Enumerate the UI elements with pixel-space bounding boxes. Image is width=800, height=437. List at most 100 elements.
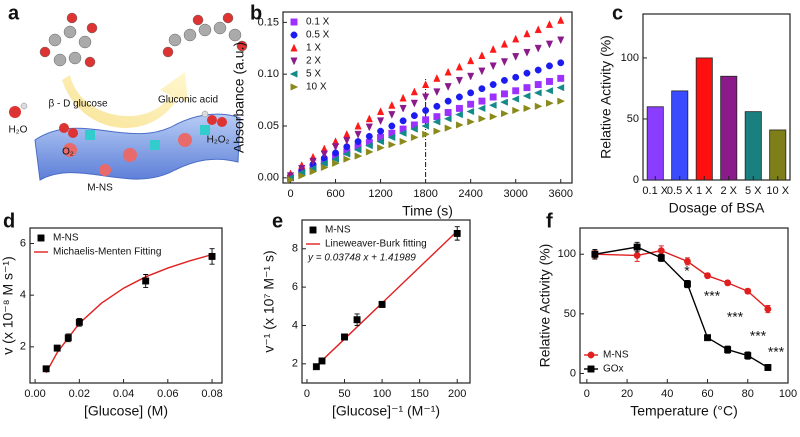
marker xyxy=(353,316,361,324)
x-tick-label: 0.1 X xyxy=(642,185,668,197)
marker xyxy=(365,148,374,156)
marker xyxy=(512,53,520,61)
fit-line xyxy=(45,253,213,374)
x-tick-label: 0 xyxy=(304,388,310,400)
x-tick-label: 0.04 xyxy=(113,388,134,400)
marker xyxy=(387,133,396,141)
legend-marker xyxy=(37,234,45,242)
marker xyxy=(318,357,326,365)
marker xyxy=(489,113,498,121)
x-tick-label: 1800 xyxy=(413,188,437,200)
marker xyxy=(477,104,486,112)
panel-label: d xyxy=(3,210,15,232)
marker xyxy=(546,77,553,85)
x-tick-label: 5 X xyxy=(745,185,762,197)
bar xyxy=(744,111,762,181)
marker xyxy=(533,89,542,97)
marker xyxy=(309,157,317,166)
marker xyxy=(422,93,430,102)
marker xyxy=(704,272,711,280)
marker xyxy=(724,346,732,354)
small-molecules xyxy=(9,102,227,138)
panel-label: a xyxy=(8,2,20,24)
marker xyxy=(75,318,83,326)
marker xyxy=(365,123,373,132)
marker xyxy=(353,146,362,154)
significance-label: *** xyxy=(704,288,721,304)
marker xyxy=(511,95,520,103)
x-tick-label: 0 xyxy=(584,388,590,400)
marker xyxy=(354,138,362,145)
catalyst-label: M-NS xyxy=(87,183,113,194)
marker xyxy=(545,40,554,49)
marker xyxy=(556,84,565,92)
peroxide-label: H₂O₂ xyxy=(207,135,230,146)
oxygen-label: O₂ xyxy=(62,147,74,158)
legend-label: M-NS xyxy=(53,233,79,244)
x-axis-label: [Glucose]⁻¹ (M⁻¹) xyxy=(332,403,440,419)
y-axis-label: Relative Activity (%) xyxy=(537,244,553,368)
legend-label: Michaelis-Menten Fitting xyxy=(53,247,161,258)
x-tick-label: 0.02 xyxy=(69,388,90,400)
marker xyxy=(309,168,318,176)
y-tick-label: 0.00 xyxy=(258,172,279,184)
product-label: Gluconic acid xyxy=(158,95,218,106)
legend-label: 1 X xyxy=(306,43,321,54)
marker xyxy=(467,56,475,65)
marker xyxy=(331,143,340,152)
marker xyxy=(331,155,339,163)
marker xyxy=(489,62,497,71)
marker xyxy=(410,112,418,120)
marker xyxy=(298,172,307,180)
marker xyxy=(399,104,407,113)
marker xyxy=(522,92,531,100)
legend-marker xyxy=(290,18,298,26)
y-tick-label: 6 xyxy=(20,237,26,249)
panel-label: b xyxy=(250,2,262,24)
plot-frame xyxy=(579,227,789,384)
marker xyxy=(523,84,531,92)
legend-marker xyxy=(290,57,298,66)
marker xyxy=(455,93,463,101)
marker xyxy=(376,107,385,115)
legend-label: M-NS xyxy=(603,350,629,361)
legend-label: M-NS xyxy=(325,225,351,236)
y-tick-label: 4 xyxy=(20,289,26,301)
marker xyxy=(545,20,554,28)
marker xyxy=(354,152,363,160)
significance-label: *** xyxy=(727,309,744,325)
marker xyxy=(488,101,497,109)
marker xyxy=(319,159,328,167)
legend-label: 0.5 X xyxy=(306,30,330,41)
marker xyxy=(557,74,565,82)
panel-label: f xyxy=(546,210,553,232)
marker xyxy=(523,104,532,112)
marker xyxy=(523,69,531,77)
marker xyxy=(591,250,599,258)
marker xyxy=(683,280,691,288)
marker xyxy=(388,141,397,149)
marker xyxy=(444,97,452,105)
marker xyxy=(365,142,373,150)
marker xyxy=(422,80,430,88)
marker xyxy=(534,44,542,53)
reaction-arrow xyxy=(62,72,188,128)
marker xyxy=(298,165,306,173)
marker xyxy=(443,115,452,123)
marker xyxy=(320,163,329,172)
marker xyxy=(64,334,72,342)
y-axis-label: Relative Activity (%) xyxy=(598,35,614,159)
substrate-label: β - D glucose xyxy=(48,99,108,110)
marker xyxy=(343,129,351,138)
marker xyxy=(365,114,373,123)
marker xyxy=(500,90,508,98)
legend-label: GOx xyxy=(603,364,624,375)
x-tick-label: 100 xyxy=(373,388,391,400)
y-tick-label: 100 xyxy=(621,52,639,64)
x-tick-label: 0.08 xyxy=(201,388,222,400)
significance-label: *** xyxy=(768,344,785,360)
marker xyxy=(453,229,461,237)
marker xyxy=(53,344,61,352)
y-tick-label: 50 xyxy=(564,308,576,320)
legend-marker xyxy=(290,83,299,91)
